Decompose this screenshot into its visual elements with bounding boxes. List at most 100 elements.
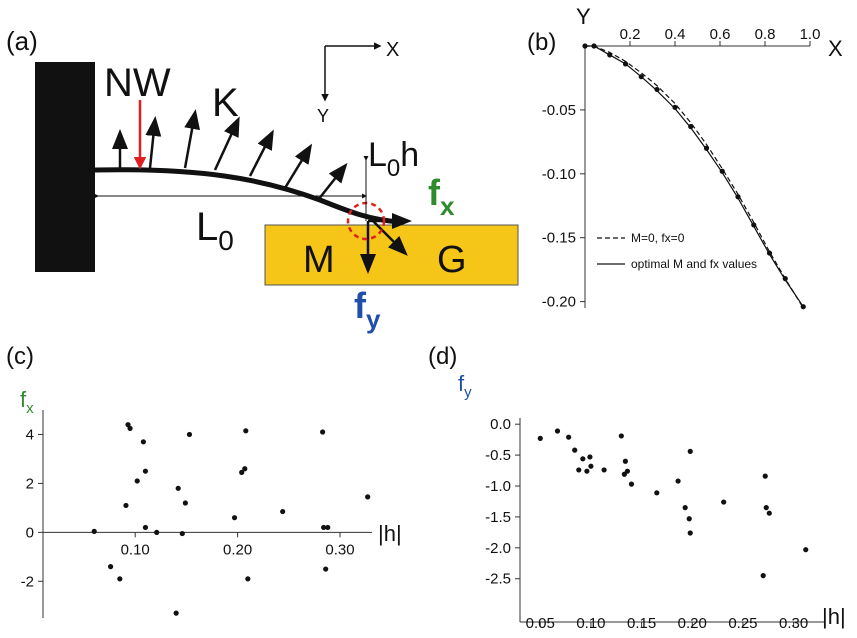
fx-sub: x bbox=[440, 191, 455, 221]
point bbox=[572, 447, 578, 453]
y-axis-label: fx bbox=[20, 387, 34, 417]
point bbox=[537, 435, 543, 441]
point bbox=[91, 528, 97, 534]
point bbox=[760, 573, 766, 579]
point bbox=[231, 515, 238, 521]
y-tick-label: 2 bbox=[26, 475, 34, 492]
point bbox=[280, 508, 286, 515]
l0h-after: h bbox=[400, 136, 419, 174]
point bbox=[566, 434, 572, 440]
point bbox=[179, 530, 185, 537]
panel-label: (a) bbox=[6, 26, 38, 56]
y-tick-label: -2.0 bbox=[485, 540, 511, 557]
point bbox=[618, 433, 624, 439]
x-tick-label: 0.05 bbox=[526, 615, 555, 632]
panel-label: (c) bbox=[6, 343, 34, 370]
point bbox=[628, 481, 635, 487]
point bbox=[321, 524, 327, 531]
x-tick-label: 0.10 bbox=[576, 615, 605, 632]
point bbox=[654, 86, 660, 93]
l0h-base: L bbox=[368, 136, 387, 174]
point bbox=[687, 530, 693, 536]
y-tick-label: -0.5 bbox=[485, 447, 511, 464]
y-tick-label: 0 bbox=[26, 524, 34, 541]
point bbox=[601, 467, 607, 473]
y-tick-label: -0.05 bbox=[542, 102, 576, 119]
point bbox=[154, 529, 160, 535]
x-tick-label: 0.25 bbox=[728, 615, 757, 632]
chart-panel: (c) 0.10 0.20 0.30 -2 0 2 4 bbox=[6, 343, 372, 618]
x-tick-label: 0.2 bbox=[620, 26, 641, 43]
point bbox=[624, 468, 631, 474]
series-line bbox=[585, 45, 804, 309]
x-axis-label: X bbox=[828, 36, 843, 61]
point bbox=[686, 516, 692, 522]
chart-panel: (b) 0.2 0.4 0.6 0.8 1.0 -0.05 -0.10 -0.15 -0.20 M=… bbox=[527, 26, 820, 311]
y-tick-label: 0.0 bbox=[490, 416, 511, 433]
point bbox=[127, 425, 133, 431]
y-axis-label: Y bbox=[576, 4, 591, 29]
l0-base: L bbox=[196, 205, 218, 249]
y-axis-label-sub: y bbox=[464, 384, 472, 401]
m-label: M bbox=[303, 239, 335, 281]
point bbox=[173, 610, 179, 616]
x-tick-label: 0.4 bbox=[665, 26, 686, 43]
point bbox=[672, 104, 678, 110]
point bbox=[687, 448, 693, 454]
x-tick-label: 0.10 bbox=[121, 541, 150, 558]
point bbox=[123, 502, 129, 509]
g-label: G bbox=[437, 239, 467, 281]
point bbox=[587, 454, 593, 460]
point bbox=[721, 499, 727, 505]
legend-label: M=0, fx=0 bbox=[631, 231, 685, 245]
point bbox=[142, 524, 149, 531]
axis-x-label: X bbox=[386, 39, 399, 61]
diagram: (a) X Y NW K L0h fx L0 M G fy bbox=[6, 26, 519, 334]
fy-sub: y bbox=[366, 304, 381, 334]
point bbox=[323, 566, 329, 572]
point bbox=[140, 439, 146, 445]
y-axis-label: fy bbox=[458, 371, 472, 401]
point bbox=[175, 485, 181, 491]
point bbox=[554, 428, 561, 434]
series-line bbox=[585, 45, 804, 308]
y-tick-label: -2.5 bbox=[485, 571, 511, 588]
x-tick-label: 0.20 bbox=[223, 541, 252, 558]
point bbox=[766, 510, 772, 516]
fx-base: f bbox=[428, 172, 441, 213]
y-tick-label: -2 bbox=[21, 573, 34, 590]
x-tick-label: 0.15 bbox=[627, 615, 656, 632]
point bbox=[117, 576, 123, 582]
point bbox=[682, 505, 688, 511]
wall bbox=[35, 62, 95, 272]
point bbox=[239, 469, 245, 475]
fy-base: f bbox=[354, 285, 367, 326]
point bbox=[186, 431, 193, 438]
point bbox=[588, 463, 594, 469]
y-axis-label-base: f bbox=[20, 387, 27, 412]
x-tick-label: 1.0 bbox=[800, 26, 821, 43]
x-tick-label: 0.30 bbox=[779, 615, 808, 632]
nw-label: NW bbox=[104, 61, 171, 105]
point bbox=[243, 428, 249, 434]
y-axis-label-sub: x bbox=[26, 400, 34, 417]
point bbox=[580, 456, 586, 462]
point bbox=[142, 468, 149, 474]
y-tick-label: -1.0 bbox=[485, 478, 511, 495]
fx-label: fx bbox=[428, 172, 455, 221]
point bbox=[654, 490, 660, 496]
point bbox=[803, 547, 809, 553]
axis-y-label: Y bbox=[317, 106, 329, 126]
force-arrows bbox=[112, 109, 412, 274]
beam bbox=[94, 167, 401, 225]
y-tick-label: 4 bbox=[26, 426, 34, 443]
point bbox=[584, 468, 590, 474]
point bbox=[622, 458, 628, 464]
y-tick-label: -0.10 bbox=[542, 166, 576, 183]
x-tick-label: 0.20 bbox=[678, 615, 707, 632]
point bbox=[365, 494, 371, 500]
panel-label: (b) bbox=[527, 29, 556, 56]
y-tick-label: -0.15 bbox=[542, 230, 576, 247]
panel-label: (d) bbox=[428, 343, 457, 370]
point bbox=[108, 564, 114, 570]
